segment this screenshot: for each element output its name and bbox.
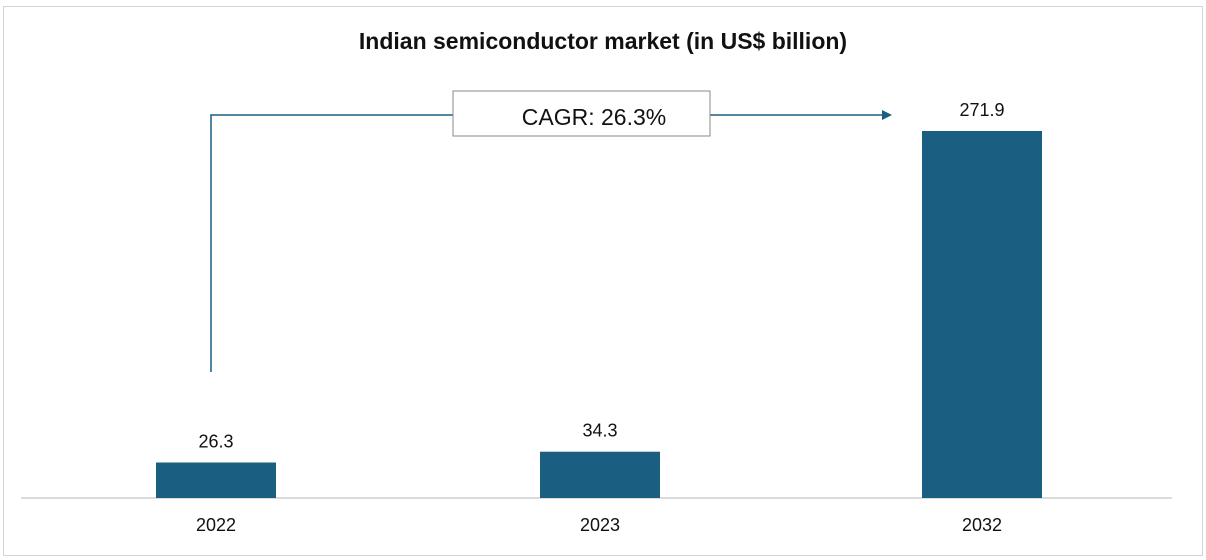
cagr-connector: CAGR: 26.3% [210,90,892,372]
cagr-arrow [210,110,892,372]
bar-2032 [922,131,1042,498]
cagr-label: CAGR: 26.3% [522,104,666,130]
chart-title: Indian semiconductor market (in US$ bill… [358,28,848,54]
x-tick-label-2022: 2022 [196,515,236,535]
cagr-box [452,90,711,137]
value-label-2032: 271.9 [959,100,1004,120]
x-tick-label-2032: 2032 [962,515,1002,535]
x-tick-label-2023: 2023 [580,515,620,535]
value-label-2023: 34.3 [582,421,617,441]
bar-2022 [156,462,276,498]
value-label-2022: 26.3 [198,432,233,452]
bar-2023 [540,451,660,498]
